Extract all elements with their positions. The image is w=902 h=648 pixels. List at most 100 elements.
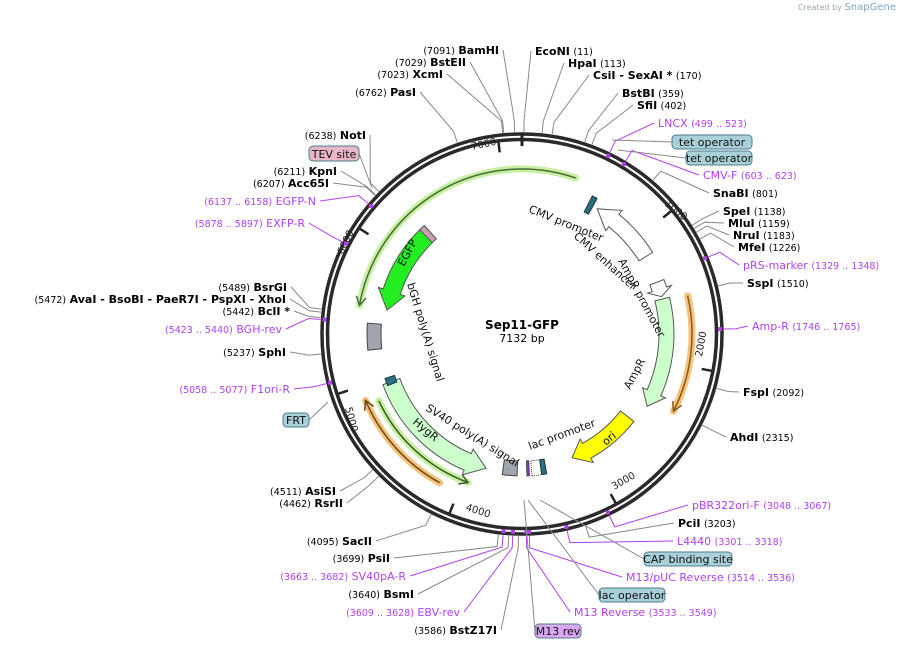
primer-amp-r[interactable]: Amp-R (1746 .. 1765): [752, 320, 860, 333]
primer-prs-marker-name[interactable]: pRS-marker: [743, 259, 808, 272]
enzyme-asisi[interactable]: (4511) AsiSI: [270, 485, 336, 498]
ori-arrow[interactable]: [571, 410, 635, 464]
feature-box-cap-binding-site-label[interactable]: CAP binding site: [643, 553, 733, 566]
enzyme-nrui[interactable]: NruI (1183): [733, 229, 795, 242]
primer-cmv-f[interactable]: CMV-F (603 .. 623): [703, 169, 797, 182]
enzyme-hpai[interactable]: HpaI (113): [568, 57, 626, 70]
feature-box-lac-operator-label[interactable]: lac operator: [599, 589, 666, 602]
ampr-promoter-arrow[interactable]: [645, 278, 673, 298]
feature-box-cap-binding-site[interactable]: CAP binding site: [643, 551, 733, 567]
feature-box-tet-operator-label[interactable]: tet operator: [686, 152, 753, 165]
enzyme-pcii-name[interactable]: PciI: [678, 517, 700, 530]
enzyme-sacii[interactable]: (4095) SacII: [307, 535, 372, 548]
enzyme-xcmi[interactable]: (7023) XcmI: [377, 68, 443, 81]
primer-bgh-rev-name[interactable]: BGH-rev: [236, 323, 282, 336]
feature-box-tet-operator[interactable]: tet operator: [671, 134, 753, 150]
enzyme-bcli[interactable]: (5442) BclI *: [223, 305, 291, 318]
enzyme-ahdi[interactable]: AhdI (2315): [730, 431, 793, 444]
primer-amp-r-name[interactable]: Amp-R: [752, 320, 789, 333]
enzyme-avai-name[interactable]: AvaI - BsoBI - PaeR7I - PspXI - XhoI: [70, 293, 286, 306]
enzyme-bstz17i-name[interactable]: BstZ17I: [449, 624, 497, 637]
sv40-polya-box[interactable]: [501, 459, 519, 477]
enzyme-mfei-name[interactable]: MfeI: [738, 241, 765, 254]
enzyme-avai[interactable]: (5472) AvaI - BsoBI - PaeR7I - PspXI - X…: [35, 293, 286, 306]
enzyme-noti[interactable]: (6238) NotI: [305, 129, 366, 142]
ampr-arrow[interactable]: [641, 296, 675, 407]
enzyme-pasi[interactable]: (6762) PasI: [355, 86, 416, 99]
primer-m13-reverse[interactable]: M13 Reverse (3533 .. 3549): [574, 606, 717, 619]
primer-ebv-rev-name[interactable]: EBV-rev: [417, 606, 460, 619]
feature-box-tev-site-label[interactable]: TEV site: [311, 148, 357, 161]
hygr-sv40-arrow[interactable]: [382, 377, 487, 476]
m13-rev-mark[interactable]: [525, 460, 530, 477]
feature-label-bgh[interactable]: bGH poly(A) signal: [404, 281, 446, 383]
tev-site-mark[interactable]: [418, 224, 438, 244]
enzyme-pcii[interactable]: PciI (3203): [678, 517, 736, 530]
primer-m13-puc-reverse-name[interactable]: M13/pUC Reverse: [626, 571, 724, 584]
feature-label-ampr-promoter[interactable]: AmpR promoter: [615, 256, 668, 340]
enzyme-bsteii-name[interactable]: BstEII: [430, 56, 466, 69]
enzyme-pasi-name[interactable]: PasI: [390, 86, 416, 99]
enzyme-psii-name[interactable]: PsiI: [368, 552, 390, 565]
egfp-arrow[interactable]: [377, 228, 434, 312]
enzyme-xcmi-name[interactable]: XcmI: [412, 68, 443, 81]
enzyme-sspi-name[interactable]: SspI: [747, 277, 773, 290]
enzyme-acc65i-name[interactable]: Acc65I: [288, 177, 329, 190]
bgh-polya-box[interactable]: [366, 322, 383, 351]
enzyme-bsmi[interactable]: (3640) BsmI: [348, 588, 414, 601]
lac-operator-mark[interactable]: [539, 458, 548, 476]
enzyme-bamhi-name[interactable]: BamHI: [458, 44, 499, 57]
enzyme-sphi[interactable]: (5237) SphI: [223, 346, 286, 359]
enzyme-fspi[interactable]: FspI (2092): [743, 386, 804, 399]
enzyme-bstbi-name[interactable]: BstBI: [622, 87, 655, 100]
enzyme-sspi[interactable]: SspI (1510): [747, 277, 809, 290]
enzyme-bstz17i[interactable]: (3586) BstZ17I: [414, 624, 497, 637]
enzyme-nrui-name[interactable]: NruI: [733, 229, 760, 242]
enzyme-hpai-name[interactable]: HpaI: [568, 57, 597, 70]
primer-exfp-r-name[interactable]: EXFP-R: [266, 217, 305, 230]
feature-box-lac-operator[interactable]: lac operator: [598, 587, 666, 603]
enzyme-sacii-name[interactable]: SacII: [342, 535, 372, 548]
feature-box-tev-site[interactable]: TEV site: [308, 145, 360, 162]
enzyme-bsrgi[interactable]: (5489) BsrGI: [218, 281, 287, 294]
primer-f1ori-r[interactable]: (5058 .. 5077) F1ori-R: [179, 383, 290, 396]
primer-egfp-n-name[interactable]: EGFP-N: [276, 195, 316, 208]
enzyme-csii-name[interactable]: CsiI - SexAI *: [593, 69, 673, 82]
enzyme-sfii-name[interactable]: SfiI: [637, 99, 657, 112]
primer-lncx[interactable]: LNCX (499 .. 523): [658, 117, 747, 130]
primer-sv40pa-r[interactable]: (3663 .. 3682) SV40pA-R: [280, 570, 406, 583]
enzyme-mlui[interactable]: MluI (1159): [728, 217, 790, 230]
enzyme-kpni-name[interactable]: KpnI: [309, 165, 337, 178]
enzyme-fspi-name[interactable]: FspI: [743, 386, 769, 399]
enzyme-noti-name[interactable]: NotI: [340, 129, 366, 142]
primer-lncx-name[interactable]: LNCX: [658, 117, 688, 130]
primer-m13-reverse-name[interactable]: M13 Reverse: [574, 606, 645, 619]
primer-f1ori-r-name[interactable]: F1ori-R: [251, 383, 291, 396]
enzyme-spei[interactable]: SpeI (1138): [723, 205, 785, 218]
frt-mark[interactable]: [384, 374, 398, 387]
enzyme-bstbi[interactable]: BstBI (359): [622, 87, 684, 100]
enzyme-acc65i[interactable]: (6207) Acc65I: [253, 177, 329, 190]
enzyme-bsrgi-name[interactable]: BsrGI: [254, 281, 287, 294]
enzyme-econi-name[interactable]: EcoNI: [535, 45, 570, 58]
primer-pbr322ori-f[interactable]: pBR322ori-F (3048 .. 3067): [692, 499, 831, 512]
feature-box-m13-rev-label[interactable]: M13 rev: [536, 625, 581, 638]
feature-label-cmv-promoter[interactable]: CMV promoter: [527, 203, 606, 245]
cmv-enhancer-promoter-arrow[interactable]: [596, 208, 654, 262]
enzyme-rsrii[interactable]: (4462) RsrII: [279, 497, 343, 510]
enzyme-mfei[interactable]: MfeI (1226): [738, 241, 800, 254]
primer-prs-marker[interactable]: pRS-marker (1329 .. 1348): [743, 259, 879, 272]
enzyme-csii[interactable]: CsiI - SexAI * (170): [593, 69, 701, 82]
enzyme-kpni[interactable]: (6211) KpnI: [274, 165, 337, 178]
feature-box-m13-rev[interactable]: M13 rev: [534, 623, 582, 639]
primer-ebv-rev[interactable]: (3609 .. 3628) EBV-rev: [346, 606, 460, 619]
enzyme-econi[interactable]: EcoNI (11): [535, 45, 593, 58]
cmv-tata-box[interactable]: [583, 195, 598, 215]
primer-exfp-r[interactable]: (5878 .. 5897) EXFP-R: [195, 217, 306, 230]
enzyme-bsteii[interactable]: (7029) BstEII: [395, 56, 466, 69]
enzyme-snabi[interactable]: SnaBI (801): [713, 187, 778, 200]
enzyme-sphi-name[interactable]: SphI: [258, 346, 286, 359]
enzyme-bsmi-name[interactable]: BsmI: [384, 588, 415, 601]
feature-box-frt-label[interactable]: FRT: [286, 414, 306, 427]
feature-box-frt[interactable]: FRT: [282, 412, 310, 428]
